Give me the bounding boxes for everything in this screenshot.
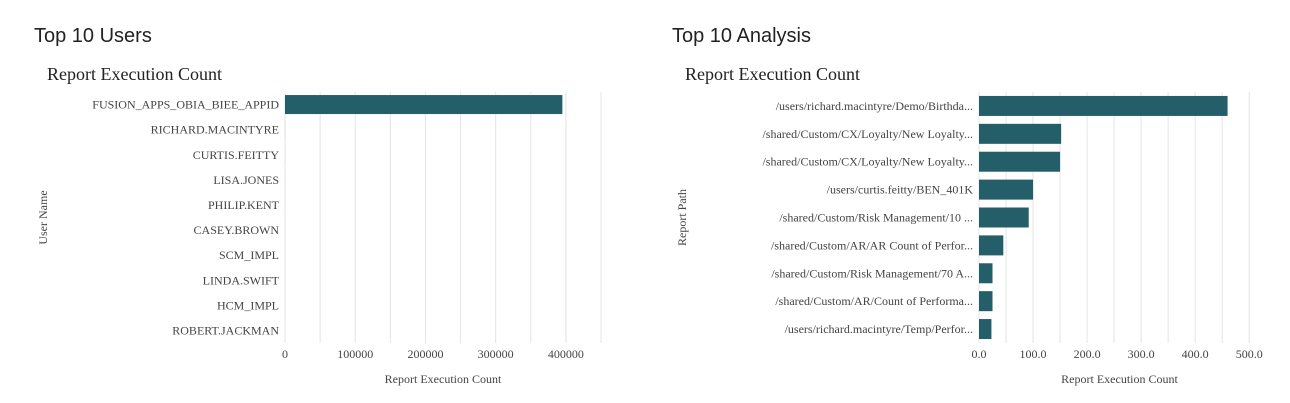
category-label: /users/curtis.feitty/BEN_401K [827, 183, 974, 197]
x-axis-title: Report Execution Count [385, 372, 502, 386]
x-tick-label: 300000 [478, 347, 514, 361]
x-tick-label: 300.0 [1128, 347, 1155, 361]
category-label: SCM_IMPL [219, 248, 279, 262]
x-tick-label: 200.0 [1074, 347, 1101, 361]
bar [979, 319, 992, 340]
category-label: /shared/Custom/AR/Count of Performa... [775, 294, 973, 308]
category-label: /shared/Custom/CX/Loyalty/New Loyalty... [762, 127, 973, 141]
category-label: FUSION_APPS_OBIA_BIEE_APPID [92, 98, 279, 112]
category-label: /shared/Custom/Risk Management/70 A... [771, 266, 973, 280]
x-tick-label: 0.0 [972, 347, 987, 361]
category-label: /shared/Custom/CX/Loyalty/New Loyalty... [762, 155, 973, 169]
users-bar-chart: Report Execution Count 0 100000 200000 30000… [36, 64, 602, 386]
chart-title: Report Execution Count [685, 64, 860, 84]
x-tick-label: 100000 [337, 347, 373, 361]
x-tick-label: 400.0 [1182, 347, 1209, 361]
bar [979, 207, 1029, 228]
category-label: ROBERT.JACKMAN [172, 323, 279, 337]
x-tick-label: 400000 [548, 347, 584, 361]
y-axis-title: Report Path [675, 189, 689, 246]
category-label: /shared/Custom/AR/AR Count of Perfor... [771, 238, 973, 252]
panel-heading-users: Top 10 Users [34, 25, 152, 47]
x-axis-title: Report Execution Count [1061, 372, 1178, 386]
category-label: CASEY.BROWN [194, 223, 280, 237]
category-label: HCM_IMPL [217, 298, 279, 312]
panel-heading-analysis: Top 10 Analysis [672, 25, 811, 47]
category-label: /users/richard.macintyre/Temp/Perfor... [785, 322, 973, 336]
x-tick-label: 100.0 [1020, 347, 1047, 361]
category-label: /users/richard.macintyre/Demo/Birthda... [776, 99, 973, 113]
bar [979, 95, 1228, 116]
bar [979, 151, 1061, 172]
analysis-bar-chart: Report Execution Count 0.0 100.0 200.0 300.0… [675, 64, 1263, 386]
x-tick-label: 200000 [407, 347, 443, 361]
bar [979, 123, 1062, 144]
category-label: /shared/Custom/Risk Management/10 ... [779, 211, 973, 225]
chart-title: Report Execution Count [47, 64, 222, 84]
x-tick-label: 500.0 [1236, 347, 1263, 361]
category-label: RICHARD.MACINTYRE [151, 123, 279, 137]
bar [285, 95, 563, 115]
category-label: PHILIP.KENT [208, 198, 280, 212]
category-label: CURTIS.FEITTY [193, 148, 280, 162]
bar [979, 179, 1034, 200]
bar [979, 291, 993, 312]
bar [979, 263, 993, 284]
bar [979, 235, 1004, 256]
y-axis-title: User Name [36, 190, 50, 244]
x-tick-label: 0 [282, 347, 288, 361]
category-label: LISA.JONES [213, 173, 279, 187]
category-label: LINDA.SWIFT [203, 273, 280, 287]
